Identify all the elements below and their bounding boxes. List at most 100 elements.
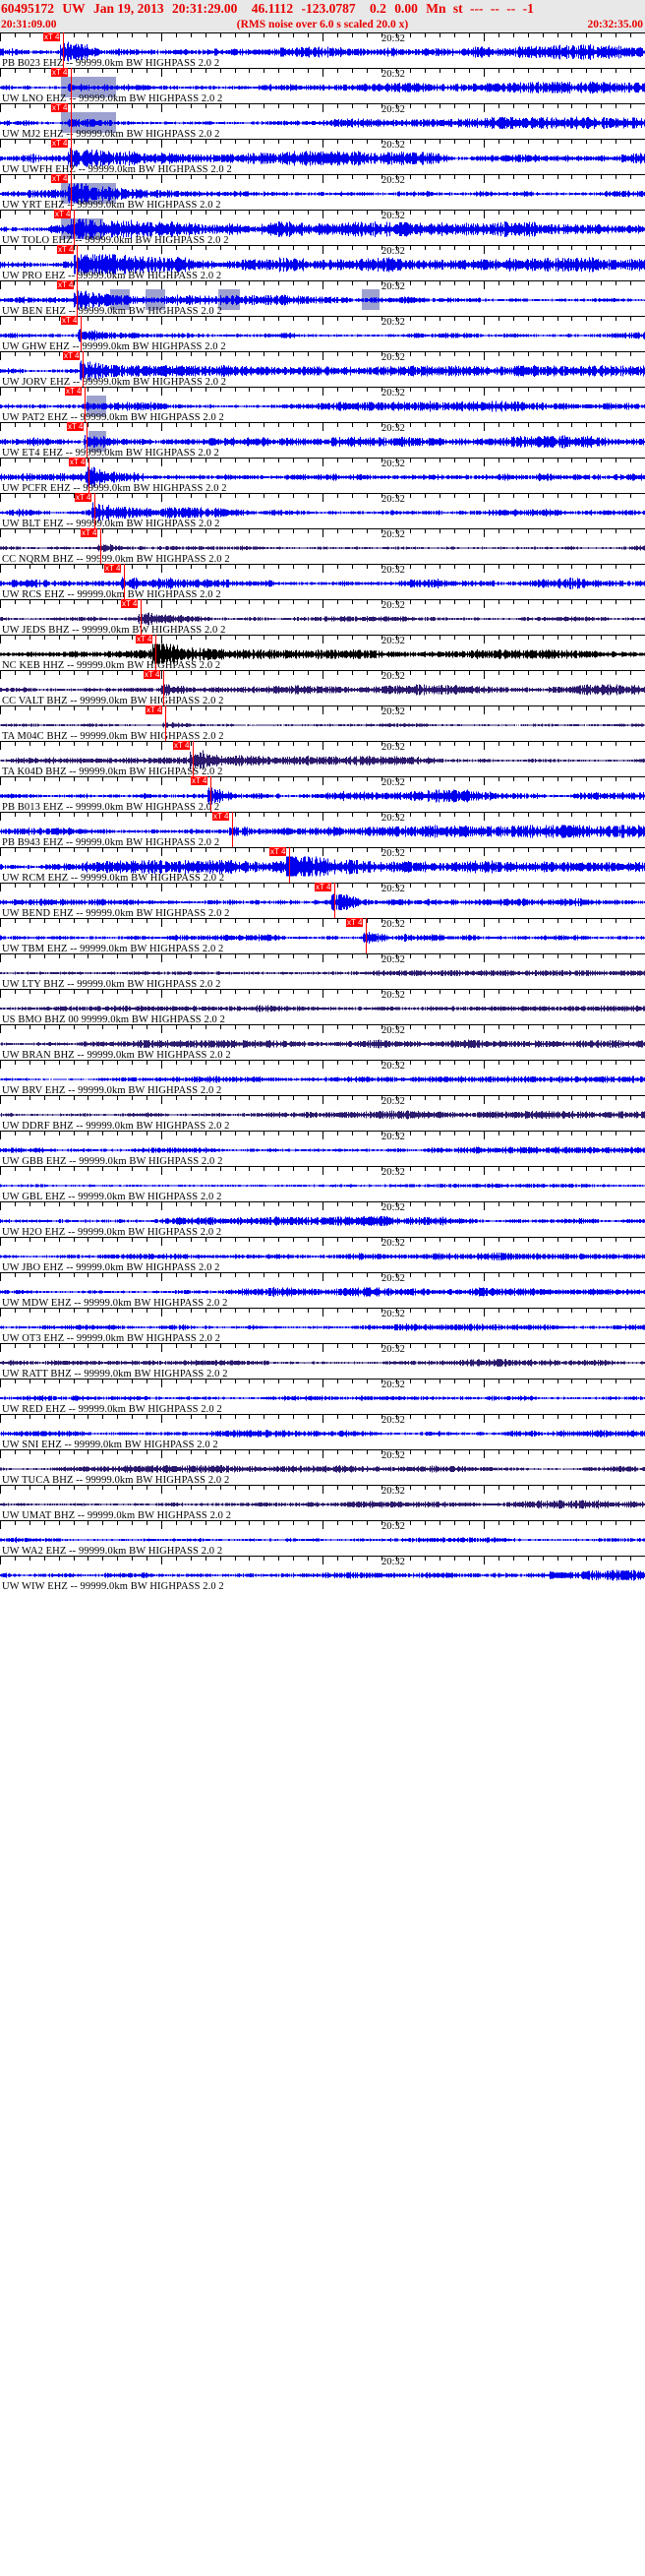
trace-row[interactable]: 20:32 UW RATT BHZ -- 99999.0km BW HIGHPAS… xyxy=(0,1343,645,1379)
trace-row[interactable]: 20:32 PB B023 EHZ -- 99999.0km BW HIGHPAS… xyxy=(0,32,645,68)
waveform[interactable] xyxy=(0,1210,645,1231)
waveform[interactable] xyxy=(0,714,645,735)
arrival-marker-badge[interactable]: xT 4 xyxy=(69,458,87,466)
waveform[interactable] xyxy=(0,1458,645,1479)
arrival-marker-badge[interactable]: xT 4 xyxy=(81,528,98,537)
trace-row[interactable]: 20:32 UW PRO EHZ -- 99999.0km BW HIGHPASS… xyxy=(0,245,645,280)
arrival-marker-badge[interactable]: xT 4 xyxy=(43,32,61,41)
trace-row[interactable]: 20:32 UW MJ2 EHZ -- 99999.0km BW HIGHPASS… xyxy=(0,103,645,139)
trace-row[interactable]: 20:32 UW JBO EHZ -- 99999.0km BW HIGHPASS… xyxy=(0,1237,645,1272)
waveform[interactable] xyxy=(0,1564,645,1585)
trace-row[interactable]: 20:32 UW UMAT BHZ -- 99999.0km BW HIGHPAS… xyxy=(0,1485,645,1520)
trace-row[interactable]: 20:32 UW TUCA BHZ -- 99999.0km BW HIGHPAS… xyxy=(0,1449,645,1485)
trace-row[interactable]: 20:32 UW JORV EHZ -- 99999.0km BW HIGHPAS… xyxy=(0,351,645,387)
trace-row[interactable]: 20:32 CC VALT BHZ -- 99999.0km BW HIGHPAS… xyxy=(0,670,645,705)
trace-row[interactable]: 20:32 UW OT3 EHZ -- 99999.0km BW HIGHPASS… xyxy=(0,1308,645,1343)
arrival-marker-badge[interactable]: xT 4 xyxy=(51,103,69,112)
trace-row[interactable]: 20:32 UW YRT EHZ -- 99999.0km BW HIGHPASS… xyxy=(0,174,645,210)
arrival-marker-badge[interactable]: xT 4 xyxy=(346,918,364,927)
waveform[interactable] xyxy=(0,998,645,1018)
waveform[interactable] xyxy=(0,1317,645,1337)
trace-row[interactable]: 20:32 UW BLT EHZ -- 99999.0km BW HIGHPASS… xyxy=(0,493,645,528)
trace-row[interactable]: 20:32 UW PCFR EHZ -- 99999.0km BW HIGHPAS… xyxy=(0,458,645,493)
trace-row[interactable]: 20:32 US BMO BHZ 00 99999.0km BW HIGHPASS… xyxy=(0,989,645,1024)
waveform[interactable] xyxy=(0,927,645,948)
waveform[interactable] xyxy=(0,1281,645,1302)
trace-row[interactable]: 20:32 TA K04D BHZ -- 99999.0km BW HIGHPAS… xyxy=(0,741,645,776)
waveform[interactable] xyxy=(0,1069,645,1089)
waveform[interactable] xyxy=(0,1387,645,1408)
trace-row[interactable]: 20:32 UW ET4 EHZ -- 99999.0km BW HIGHPASS… xyxy=(0,422,645,458)
trace-list[interactable]: 20:32 PB B023 EHZ -- 99999.0km BW HIGHPAS… xyxy=(0,32,645,2576)
arrival-marker-badge[interactable]: xT 4 xyxy=(51,174,69,183)
arrival-marker-badge[interactable]: xT 4 xyxy=(315,883,332,891)
waveform[interactable] xyxy=(0,679,645,700)
arrival-marker-badge[interactable]: xT 4 xyxy=(121,599,139,608)
arrival-marker-badge[interactable]: xT 4 xyxy=(269,847,287,856)
waveform[interactable] xyxy=(0,41,645,62)
trace-row[interactable]: 20:32 PB B013 EHZ -- 99999.0km BW HIGHPAS… xyxy=(0,776,645,812)
trace-row[interactable]: 20:32 UW GHW EHZ -- 99999.0km BW HIGHPASS… xyxy=(0,316,645,351)
arrival-marker-badge[interactable]: xT 4 xyxy=(61,316,79,325)
trace-row[interactable]: 20:32 UW BRV EHZ -- 99999.0km BW HIGHPASS… xyxy=(0,1060,645,1095)
arrival-marker-badge[interactable]: xT 4 xyxy=(191,776,208,785)
waveform[interactable] xyxy=(0,1352,645,1373)
waveform[interactable] xyxy=(0,821,645,841)
arrival-marker-badge[interactable]: xT 4 xyxy=(51,139,69,148)
trace-row[interactable]: 20:32 UW WIW EHZ -- 99999.0km BW HIGHPASS… xyxy=(0,1556,645,1591)
waveform[interactable] xyxy=(0,396,645,416)
trace-row[interactable]: 20:32 UW H2O EHZ -- 99999.0km BW HIGHPASS… xyxy=(0,1201,645,1237)
trace-row[interactable]: 20:32 UW TBM EHZ -- 99999.0km BW HIGHPASS… xyxy=(0,918,645,953)
trace-row[interactable]: 20:32 UW LTY BHZ -- 99999.0km BW HIGHPASS… xyxy=(0,953,645,989)
waveform[interactable] xyxy=(0,750,645,770)
trace-row[interactable]: 20:32 UW BEN EHZ -- 99999.0km BW HIGHPASS… xyxy=(0,280,645,316)
waveform[interactable] xyxy=(0,856,645,877)
trace-row[interactable]: 20:32 UW BRAN BHZ -- 99999.0km BW HIGHPAS… xyxy=(0,1024,645,1060)
trace-row[interactable]: 20:32 UW SNI EHZ -- 99999.0km BW HIGHPASS… xyxy=(0,1414,645,1449)
arrival-marker-badge[interactable]: xT 4 xyxy=(212,812,230,821)
trace-row[interactable]: 20:32 NC KEB HHZ -- 99999.0km BW HIGHPASS… xyxy=(0,635,645,670)
trace-row[interactable]: 20:32 UW GBL EHZ -- 99999.0km BW HIGHPASS… xyxy=(0,1166,645,1201)
waveform[interactable] xyxy=(0,1139,645,1160)
arrival-marker-badge[interactable]: xT 4 xyxy=(146,705,163,714)
arrival-marker-badge[interactable]: xT 4 xyxy=(57,280,75,289)
arrival-marker-badge[interactable]: xT 4 xyxy=(51,68,69,77)
trace-row[interactable]: 20:32 UW LNO EHZ -- 99999.0km BW HIGHPASS… xyxy=(0,68,645,103)
waveform[interactable] xyxy=(0,608,645,629)
arrival-marker-badge[interactable]: xT 4 xyxy=(75,493,92,502)
arrival-marker-badge[interactable]: xT 4 xyxy=(65,387,83,396)
arrival-marker-badge[interactable]: xT 4 xyxy=(144,670,161,679)
waveform[interactable] xyxy=(0,218,645,239)
trace-row[interactable]: 20:32 CC NQRM BHZ -- 99999.0km BW HIGHPAS… xyxy=(0,528,645,564)
trace-row[interactable]: 20:32 PB B943 EHZ -- 99999.0km BW HIGHPAS… xyxy=(0,812,645,847)
trace-row[interactable]: 20:32 UW RCS EHZ -- 99999.0km BW HIGHPASS… xyxy=(0,564,645,599)
waveform[interactable] xyxy=(0,785,645,806)
trace-row[interactable]: 20:32 UW DDRF BHZ -- 99999.0km BW HIGHPAS… xyxy=(0,1095,645,1131)
waveform[interactable] xyxy=(0,1423,645,1443)
waveform[interactable] xyxy=(0,1175,645,1196)
trace-row[interactable]: 20:32 TA M04C BHZ -- 99999.0km BW HIGHPAS… xyxy=(0,705,645,741)
waveform[interactable] xyxy=(0,360,645,381)
arrival-marker-badge[interactable]: xT 4 xyxy=(63,351,81,360)
waveform[interactable] xyxy=(0,573,645,593)
waveform[interactable] xyxy=(0,962,645,983)
arrival-marker-badge[interactable]: xT 4 xyxy=(54,210,72,218)
waveform[interactable] xyxy=(0,537,645,558)
waveform[interactable] xyxy=(0,1529,645,1550)
waveform[interactable] xyxy=(0,1494,645,1514)
waveform[interactable] xyxy=(0,466,645,487)
arrival-marker-badge[interactable]: xT 4 xyxy=(104,564,122,573)
waveform[interactable] xyxy=(0,1246,645,1266)
waveform[interactable] xyxy=(0,289,645,310)
waveform[interactable] xyxy=(0,644,645,664)
trace-row[interactable]: 20:32 UW RED EHZ -- 99999.0km BW HIGHPASS… xyxy=(0,1379,645,1414)
arrival-marker-badge[interactable]: xT 4 xyxy=(173,741,191,750)
waveform[interactable] xyxy=(0,502,645,522)
trace-row[interactable]: 20:32 UW MDW EHZ -- 99999.0km BW HIGHPASS… xyxy=(0,1272,645,1308)
trace-row[interactable]: 20:32 UW RCM EHZ -- 99999.0km BW HIGHPASS… xyxy=(0,847,645,883)
trace-row[interactable]: 20:32 UW UWFH EHZ -- 99999.0km BW HIGHPAS… xyxy=(0,139,645,174)
waveform[interactable] xyxy=(0,1033,645,1054)
trace-row[interactable]: 20:32 UW JEDS BHZ -- 99999.0km BW HIGHPAS… xyxy=(0,599,645,635)
trace-row[interactable]: 20:32 UW TOLO EHZ -- 99999.0km BW HIGHPAS… xyxy=(0,210,645,245)
waveform[interactable] xyxy=(0,1104,645,1125)
